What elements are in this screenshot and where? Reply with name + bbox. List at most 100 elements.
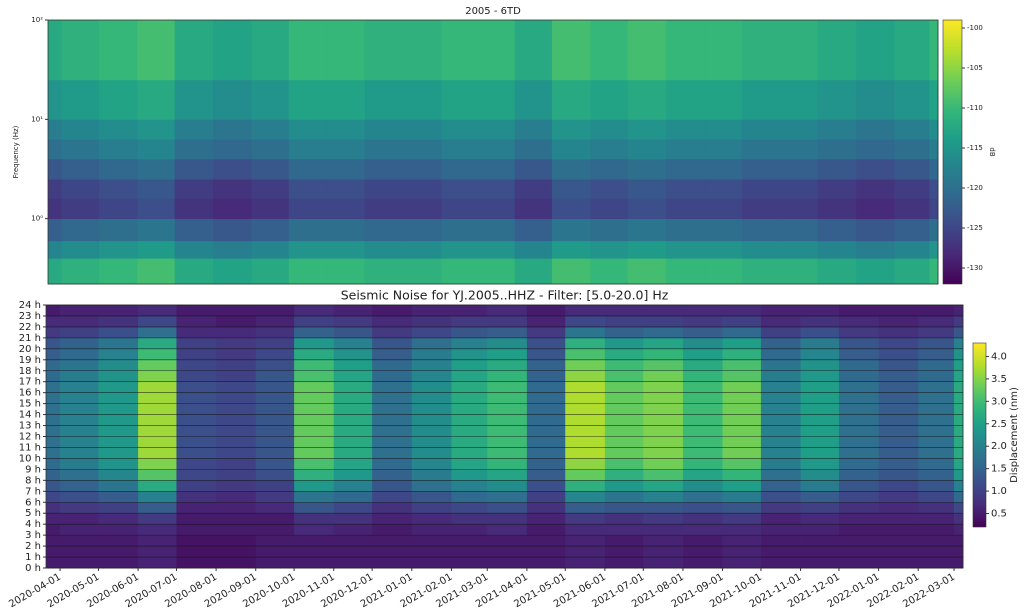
heat-cell	[255, 392, 295, 405]
heat-cell	[760, 458, 801, 470]
heat-cell	[327, 119, 365, 140]
heat-cell	[878, 557, 919, 569]
heat-cell	[46, 326, 61, 339]
heat-cell	[451, 348, 488, 361]
heat-cell	[487, 315, 528, 328]
heat-cell	[722, 458, 762, 470]
heat-cell	[565, 348, 606, 361]
heat-cell	[565, 326, 606, 339]
heat-cell	[487, 359, 528, 372]
heat-cell	[878, 491, 919, 503]
heat-cell	[800, 447, 840, 459]
heat-cell	[604, 524, 644, 536]
heat-cell	[760, 535, 801, 547]
heat-cell	[138, 546, 177, 558]
heat-cell	[174, 258, 214, 285]
heat-cell	[60, 315, 99, 328]
heat-cell	[643, 557, 684, 569]
heat-cell	[411, 414, 452, 426]
heat-cell	[722, 381, 762, 394]
heat-cell	[565, 469, 606, 481]
heat-cell	[441, 179, 477, 199]
heat-cell	[894, 119, 930, 140]
heat-cell	[255, 348, 295, 361]
heat-cell	[954, 425, 964, 437]
heat-cell	[643, 425, 684, 437]
heat-cell	[216, 425, 257, 437]
heat-cell	[954, 557, 964, 569]
y-tick-label: 16 h	[19, 388, 41, 399]
heat-cell	[46, 403, 61, 415]
heat-cell	[760, 491, 801, 503]
y-tick-label: 18 h	[19, 366, 41, 377]
heat-cell	[251, 139, 290, 160]
heat-cell	[627, 20, 667, 81]
heat-cell	[604, 469, 644, 481]
heat-cell	[954, 326, 964, 339]
heat-cell	[176, 557, 217, 569]
y-tick-label: 0 h	[25, 563, 41, 574]
heat-cell	[682, 337, 723, 350]
heat-cell	[294, 524, 335, 536]
heat-cell	[704, 179, 743, 199]
heat-cell	[48, 198, 63, 220]
heat-cell	[333, 359, 373, 372]
heat-cell	[60, 447, 99, 459]
heat-cell	[411, 524, 452, 536]
heat-cell	[333, 337, 373, 350]
heat-cell	[333, 546, 373, 558]
heat-cell	[138, 557, 177, 569]
heat-cell	[800, 469, 840, 481]
heat-cell	[643, 337, 684, 350]
heat-cell	[60, 524, 99, 536]
heat-cell	[643, 315, 684, 328]
heat-cell	[487, 392, 528, 405]
heat-cell	[526, 513, 566, 525]
heat-cell	[604, 326, 644, 339]
y-tick-label: 19 h	[19, 355, 41, 366]
heat-cell	[411, 469, 452, 481]
heat-cell	[643, 491, 684, 503]
heat-cell	[722, 491, 762, 503]
heat-cell	[46, 315, 61, 328]
heat-cell	[627, 119, 667, 140]
heat-cell	[878, 370, 919, 383]
heat-cell	[294, 546, 335, 558]
heat-cell	[176, 359, 217, 372]
heat-cell	[60, 502, 99, 514]
heat-cell	[288, 218, 328, 242]
heat-cell	[604, 502, 644, 514]
heat-cell	[760, 315, 801, 328]
heat-cell	[411, 359, 452, 372]
heat-cell	[251, 198, 290, 220]
heat-cell	[98, 392, 139, 405]
heat-cell	[682, 403, 723, 415]
heat-cell	[526, 305, 566, 317]
heat-cell	[294, 480, 335, 492]
heat-cell	[682, 546, 723, 558]
heat-cell	[61, 79, 100, 120]
heat-cell	[46, 524, 61, 536]
heat-cell	[372, 425, 413, 437]
heat-cell	[838, 337, 879, 350]
heat-cell	[48, 139, 63, 160]
heat-cell	[526, 458, 566, 470]
heat-cell	[137, 179, 176, 199]
heat-cell	[590, 158, 629, 180]
heat-cell	[604, 305, 644, 317]
heat-cell	[294, 348, 335, 361]
y-tick-label: 1 h	[25, 552, 41, 563]
heat-cell	[817, 179, 857, 199]
heat-cell	[60, 436, 99, 448]
heat-cell	[255, 513, 295, 525]
heat-cell	[666, 20, 706, 81]
heat-cell	[137, 258, 176, 285]
heat-cell	[682, 491, 723, 503]
heat-cell	[878, 513, 919, 525]
heat-cell	[61, 240, 100, 259]
heat-cell	[294, 513, 335, 525]
heat-cell	[294, 557, 335, 569]
heat-cell	[878, 392, 919, 405]
heat-cell	[878, 315, 919, 328]
heat-cell	[666, 179, 706, 199]
